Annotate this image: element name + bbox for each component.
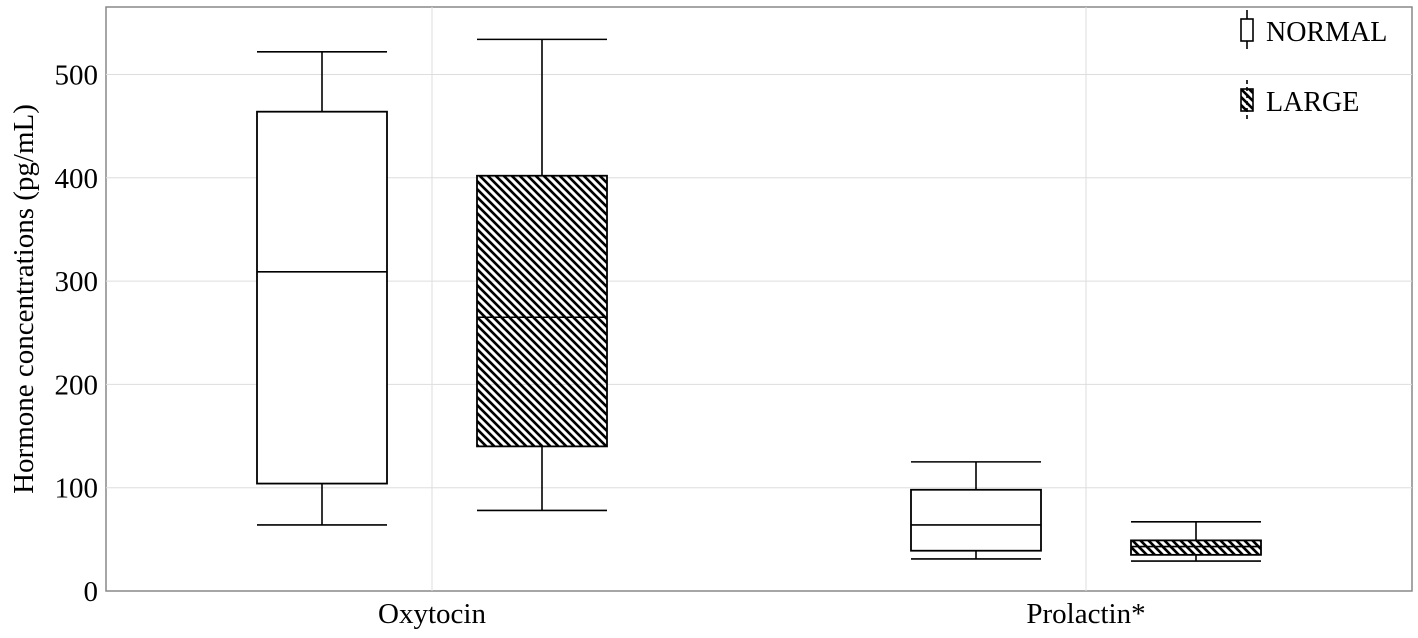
iqr-box	[1130, 539, 1262, 556]
legend-item-large: LARGE	[1240, 80, 1359, 120]
legend-normal-symbol-box	[1240, 18, 1254, 42]
y-tick-label-500: 500	[55, 60, 99, 92]
y-axis-ticks: 0 100 200 300 400 500	[55, 60, 99, 609]
legend-large-label: LARGE	[1266, 87, 1359, 118]
iqr-box	[256, 110, 388, 485]
boxes	[256, 38, 1262, 562]
y-tick-label-400: 400	[55, 163, 99, 195]
box-normal-0	[256, 50, 388, 526]
legend: NORMAL LARGE	[1240, 10, 1387, 120]
y-tick-label-0: 0	[84, 576, 99, 608]
legend-normal-label: NORMAL	[1266, 17, 1387, 48]
legend-large-symbol-box	[1240, 88, 1254, 112]
y-tick-label-100: 100	[55, 473, 99, 505]
y-tick-label-300: 300	[55, 266, 99, 298]
x-axis-ticks: Oxytocin Prolactin*	[378, 598, 1146, 630]
box-large-1	[1130, 520, 1262, 562]
x-tick-label-1: Prolactin*	[1026, 598, 1145, 630]
x-tick-label-0: Oxytocin	[378, 598, 486, 630]
box-normal-1	[910, 461, 1042, 560]
box-large-0	[476, 38, 608, 512]
iqr-box	[476, 174, 608, 448]
y-axis-title: Hormone concentrations (pg/mL)	[8, 104, 40, 494]
iqr-box	[910, 488, 1042, 552]
legend-item-normal: NORMAL	[1240, 10, 1387, 49]
y-tick-label-200: 200	[55, 369, 99, 401]
